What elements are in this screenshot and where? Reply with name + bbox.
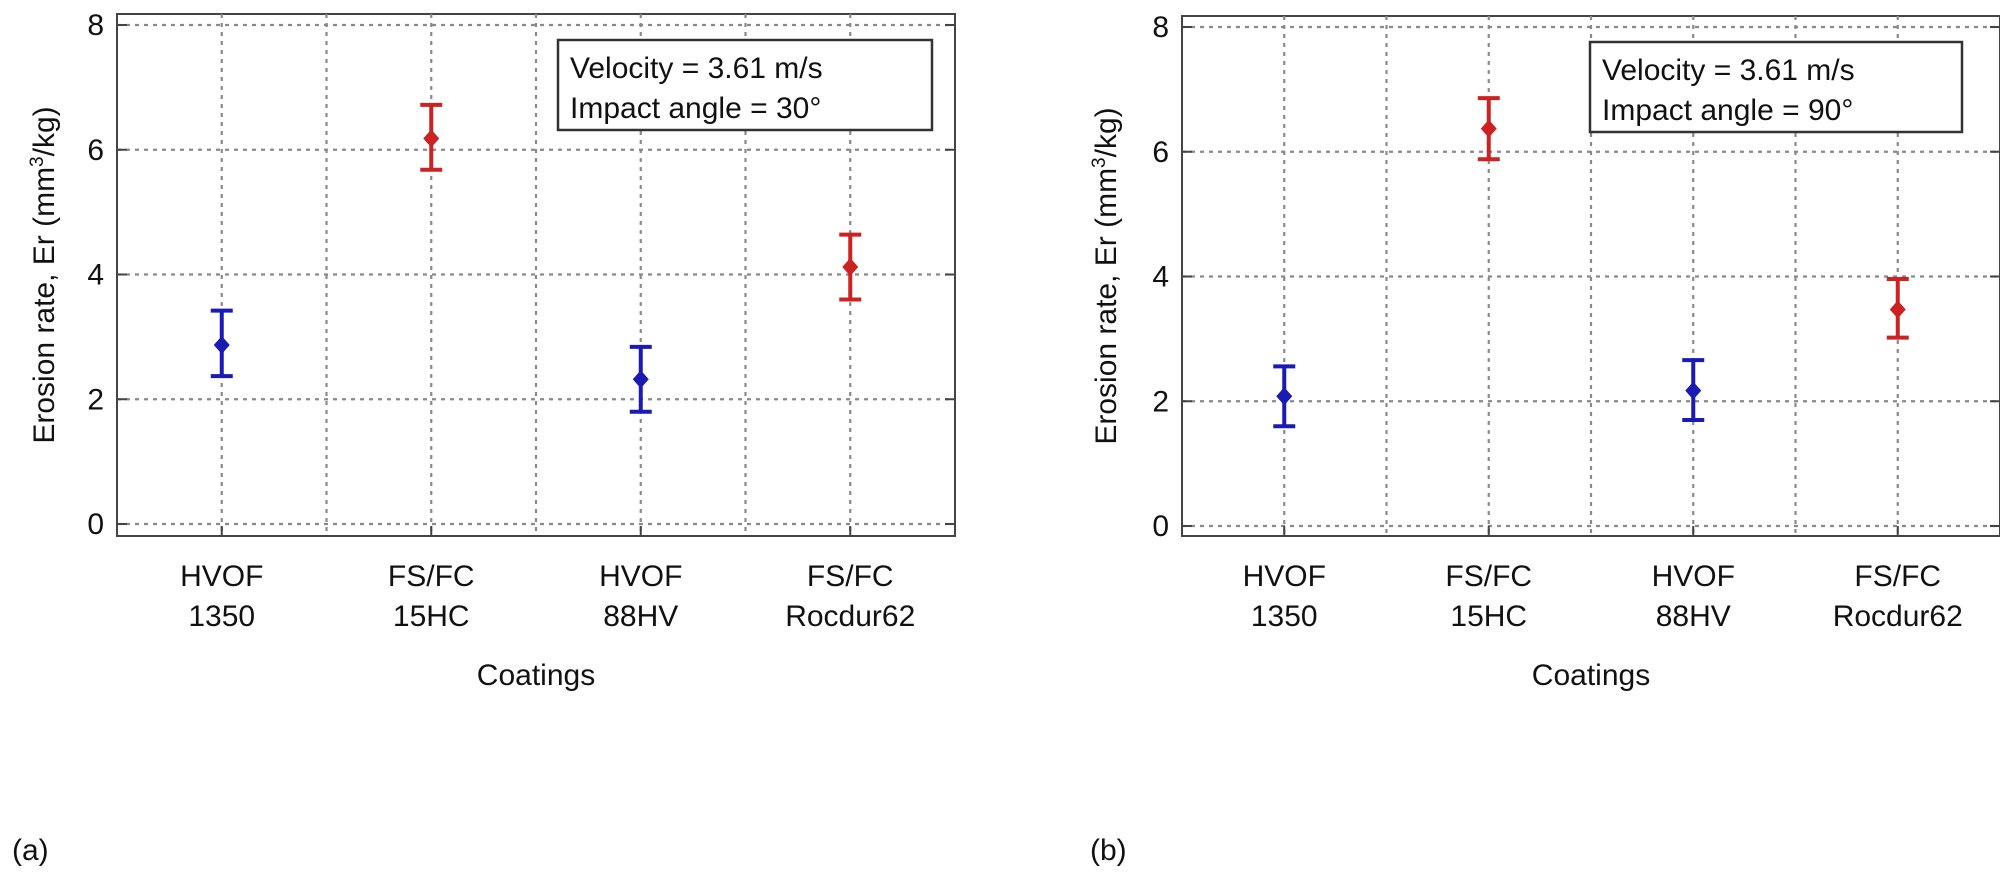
x-tick-label-line1: FS/FC [1445, 560, 1532, 593]
y-tick-label: 0 [1152, 510, 1169, 543]
panel-label: (b) [1090, 834, 1127, 867]
x-axis-label: Coatings [477, 659, 595, 692]
x-tick-label-line2: 88HV [603, 600, 678, 633]
x-tick-label-line1: FS/FC [388, 560, 475, 593]
y-tick-label: 2 [87, 383, 104, 416]
y-tick-label: 4 [1152, 261, 1169, 294]
data-point [632, 370, 649, 389]
y-tick-label: 4 [87, 259, 104, 292]
x-tick-label-line2: 1350 [1251, 600, 1318, 633]
annotation-box [1588, 40, 1964, 134]
y-tick-label: 6 [1152, 136, 1169, 169]
x-tick-label-line2: Rocdur62 [785, 600, 915, 633]
x-tick-label-line1: FS/FC [1854, 560, 1941, 593]
y-axis-label-sup: 3 [1089, 157, 1110, 168]
y-axis-label: Erosion rate, Er (mm3/kg) [27, 106, 61, 443]
x-tick-label-line2: 15HC [1450, 600, 1527, 633]
x-tick-label-line1: HVOF [1243, 560, 1326, 593]
annotation-line2: Impact angle = 90° [1602, 94, 1853, 127]
y-tick-label: 0 [87, 508, 104, 541]
x-tick-label-line1: HVOF [180, 560, 263, 593]
y-tick-label: 6 [87, 134, 104, 167]
y-tick-label: 8 [1152, 11, 1169, 44]
x-tick-label-line1: HVOF [599, 560, 682, 593]
data-point [1276, 387, 1293, 406]
x-axis-label: Coatings [1532, 659, 1650, 692]
x-tick-label-line2: Rocdur62 [1833, 600, 1963, 633]
x-tick-label-line1: FS/FC [807, 560, 894, 593]
annotation-line1: Velocity = 3.61 m/s [1602, 54, 1855, 87]
chart-panel-2: 0 2 4 6 8 Erosion rate, Er (mm3/kg) HVOF 1350 FS… [1089, 11, 2000, 867]
y-axis-label: Erosion rate, Er (mm3/kg) [1089, 107, 1123, 444]
y-axis-label-main: Erosion rate, Er (mm [28, 167, 61, 444]
x-tick-label-line1: HVOF [1652, 560, 1735, 593]
data-point [842, 258, 859, 277]
data-point [423, 129, 440, 148]
data-point [213, 335, 230, 354]
data-point [1480, 119, 1497, 138]
chart-panel-1: 0 2 4 6 8 Erosion rate, Er (mm3/kg) HVOF 1350 FS… [12, 9, 956, 867]
y-tick-label: 8 [87, 9, 104, 42]
y-tick-label: 2 [1152, 385, 1169, 418]
data-point [1685, 381, 1702, 400]
data-point [1889, 300, 1906, 319]
annotation-box [556, 38, 934, 132]
panel-label: (a) [12, 834, 49, 867]
y-axis-label-tail: /kg) [28, 106, 61, 156]
y-axis-label-tail: /kg) [1090, 107, 1123, 157]
x-tick-label-line2: 88HV [1656, 600, 1731, 633]
y-axis-label-main: Erosion rate, Er (mm [1090, 168, 1123, 445]
y-axis-label-sup: 3 [27, 156, 48, 167]
annotation-line1: Velocity = 3.61 m/s [570, 52, 823, 85]
x-tick-label-line2: 1350 [188, 600, 255, 633]
x-tick-label-line2: 15HC [393, 600, 470, 633]
annotation-line2: Impact angle = 30° [570, 92, 821, 125]
